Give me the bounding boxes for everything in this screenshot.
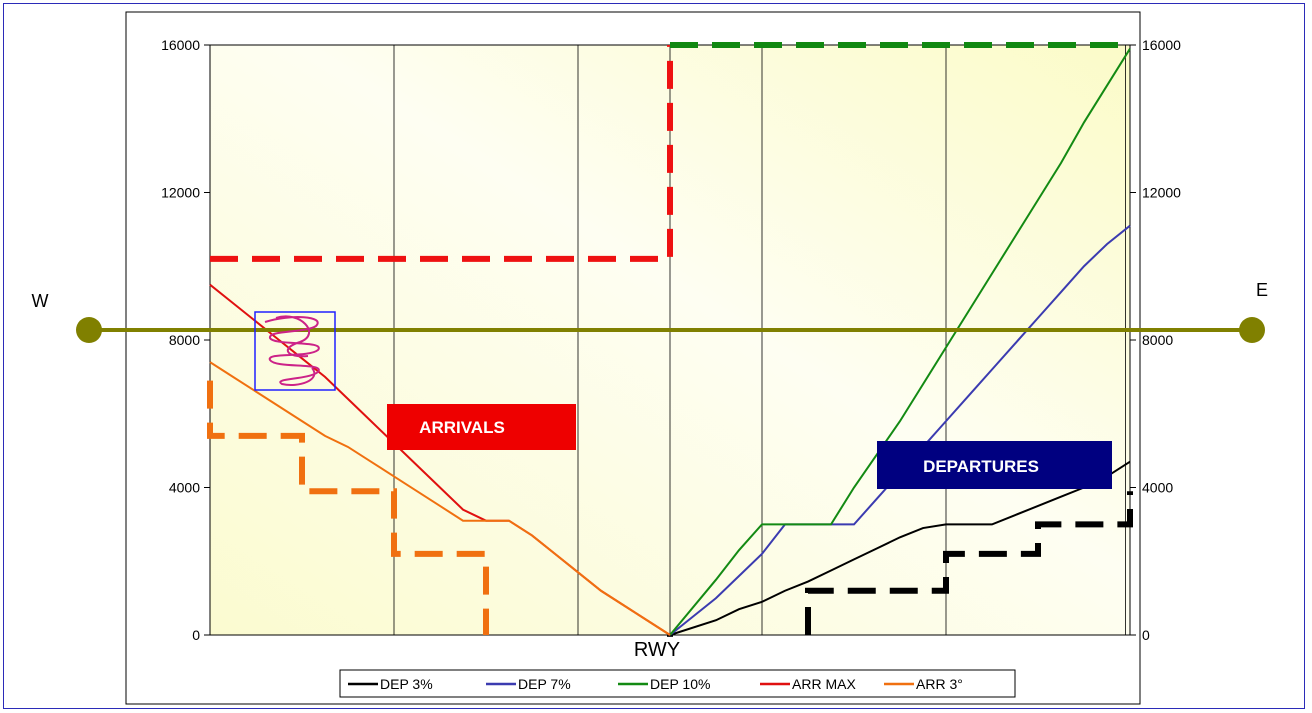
y-tick-label-left: 0 bbox=[192, 627, 200, 643]
y-tick-label-left: 12000 bbox=[161, 185, 200, 201]
west-endpoint-dot bbox=[76, 317, 102, 343]
runway-label: RWY bbox=[634, 639, 680, 661]
y-tick-label-right: 0 bbox=[1142, 627, 1150, 643]
overlay-layer: W E ARRIVALS DEPARTURES RWY bbox=[32, 280, 1269, 661]
arrivals-label: ARRIVALS bbox=[419, 418, 505, 437]
legend-label: DEP 3% bbox=[380, 676, 433, 692]
holding-box bbox=[254, 311, 336, 391]
series-line-dep-3 bbox=[669, 460, 1131, 636]
legend-label: ARR 3° bbox=[916, 676, 963, 692]
y-tick-label-right: 4000 bbox=[1142, 480, 1173, 496]
departures-label-box bbox=[877, 441, 1112, 489]
series-line-dep-10 bbox=[669, 48, 1131, 636]
holding-pattern-scribble bbox=[264, 315, 320, 386]
y-tick-label-right: 16000 bbox=[1142, 37, 1181, 53]
y-tick-label-right: 8000 bbox=[1142, 332, 1173, 348]
arrivals-label-box bbox=[387, 404, 576, 450]
departure-step-limit bbox=[805, 491, 1133, 635]
legend-label: DEP 10% bbox=[650, 676, 710, 692]
legend-label: ARR MAX bbox=[792, 676, 856, 692]
legend: DEP 3% DEP 7% DEP 10% ARR MAX ARR 3° bbox=[339, 669, 1016, 698]
y-tick-label-left: 16000 bbox=[161, 37, 200, 53]
east-label: E bbox=[1256, 280, 1268, 300]
series-line-arr-3 bbox=[209, 361, 671, 636]
dashed-limit-layer bbox=[207, 42, 1133, 637]
tick-layer: 0 0 4000 4000 8000 8000 12000 12000 16000 16000 bbox=[161, 37, 1181, 643]
arrival-max-limit bbox=[210, 45, 673, 262]
y-tick-label-left: 8000 bbox=[169, 332, 200, 348]
y-tick-label-right: 12000 bbox=[1142, 185, 1181, 201]
east-endpoint-dot bbox=[1239, 317, 1265, 343]
west-label: W bbox=[32, 291, 49, 311]
departures-label: DEPARTURES bbox=[923, 457, 1039, 476]
y-tick-label-left: 4000 bbox=[169, 480, 200, 496]
legend-label: DEP 7% bbox=[518, 676, 571, 692]
chart-frame bbox=[3, 3, 1305, 709]
arrival-floor-limit bbox=[207, 380, 489, 635]
